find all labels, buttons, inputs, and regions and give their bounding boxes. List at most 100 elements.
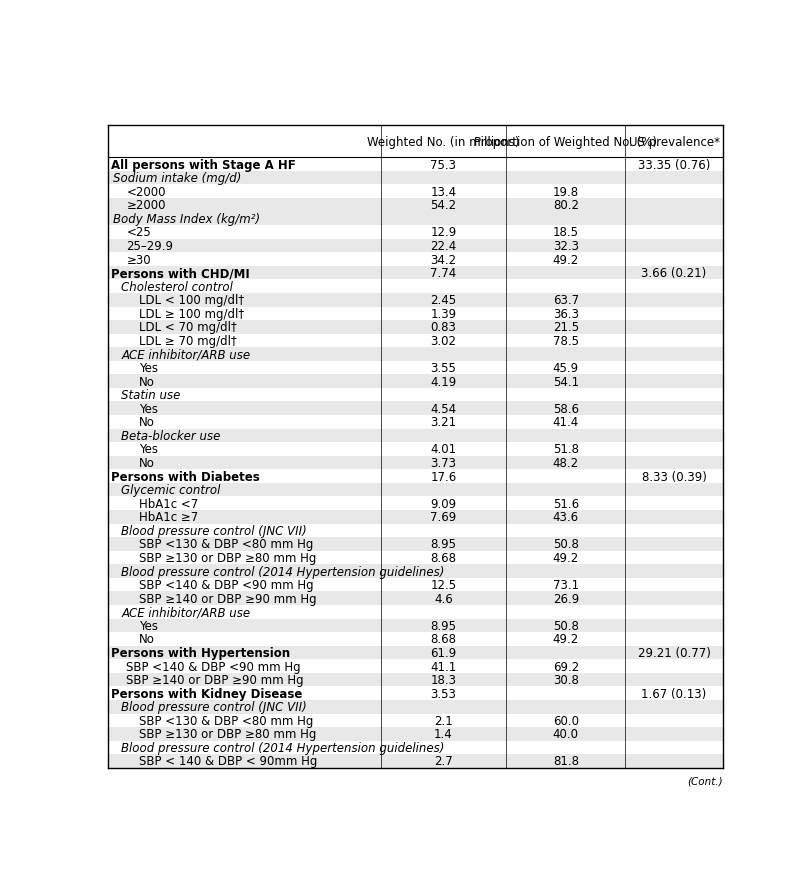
Text: Blood pressure control (2014 Hypertension guidelines): Blood pressure control (2014 Hypertensio… [122, 741, 445, 754]
FancyBboxPatch shape [108, 280, 723, 293]
Text: ≥2000: ≥2000 [126, 199, 166, 212]
Text: Statin use: Statin use [122, 389, 181, 402]
Text: 19.8: 19.8 [552, 185, 579, 198]
FancyBboxPatch shape [108, 659, 723, 673]
Text: 34.2: 34.2 [430, 253, 457, 266]
Text: ≥30: ≥30 [126, 253, 151, 266]
Text: 18.3: 18.3 [430, 673, 456, 687]
Text: 2.45: 2.45 [430, 294, 457, 307]
FancyBboxPatch shape [108, 267, 723, 280]
Text: Blood pressure control (JNC VII): Blood pressure control (JNC VII) [122, 524, 307, 537]
FancyBboxPatch shape [108, 348, 723, 362]
Text: 2.1: 2.1 [434, 714, 453, 727]
Text: <2000: <2000 [126, 185, 166, 198]
FancyBboxPatch shape [108, 673, 723, 687]
Text: 3.66 (0.21): 3.66 (0.21) [642, 267, 706, 280]
Text: SBP ≥140 or DBP ≥90 mm Hg: SBP ≥140 or DBP ≥90 mm Hg [126, 673, 304, 687]
Text: 2.7: 2.7 [434, 754, 453, 767]
Text: 17.6: 17.6 [430, 470, 457, 483]
Text: Yes: Yes [139, 362, 158, 375]
FancyBboxPatch shape [108, 126, 723, 158]
Text: 7.74: 7.74 [430, 267, 457, 280]
Text: 45.9: 45.9 [552, 362, 579, 375]
Text: LDL ≥ 70 mg/dl†: LDL ≥ 70 mg/dl† [139, 335, 237, 348]
Text: SBP ≥140 or DBP ≥90 mm Hg: SBP ≥140 or DBP ≥90 mm Hg [139, 592, 317, 605]
Text: 73.1: 73.1 [552, 579, 579, 592]
Text: LDL < 100 mg/dl†: LDL < 100 mg/dl† [139, 294, 244, 307]
Text: 1.39: 1.39 [430, 307, 457, 320]
Text: Sodium intake (mg/d): Sodium intake (mg/d) [113, 172, 241, 185]
Text: HbA1c ≥7: HbA1c ≥7 [139, 511, 198, 523]
Text: No: No [139, 633, 155, 645]
Text: SBP < 140 & DBP < 90mm Hg: SBP < 140 & DBP < 90mm Hg [139, 754, 318, 767]
Text: Persons with Hypertension: Persons with Hypertension [111, 646, 290, 659]
FancyBboxPatch shape [108, 579, 723, 592]
Text: 49.2: 49.2 [552, 253, 579, 266]
Text: 49.2: 49.2 [552, 551, 579, 565]
Text: 3.55: 3.55 [430, 362, 456, 375]
Text: SBP <140 & DBP <90 mm Hg: SBP <140 & DBP <90 mm Hg [126, 659, 301, 673]
Text: LDL ≥ 100 mg/dl†: LDL ≥ 100 mg/dl† [139, 307, 244, 320]
Text: 75.3: 75.3 [430, 158, 456, 171]
Text: 36.3: 36.3 [552, 307, 579, 320]
FancyBboxPatch shape [108, 226, 723, 240]
Text: Persons with Diabetes: Persons with Diabetes [111, 470, 259, 483]
FancyBboxPatch shape [108, 714, 723, 727]
Text: 3.21: 3.21 [430, 416, 457, 428]
Text: 8.68: 8.68 [430, 633, 456, 645]
Text: 50.8: 50.8 [553, 619, 578, 632]
Text: 29.21 (0.77): 29.21 (0.77) [637, 646, 710, 659]
FancyBboxPatch shape [108, 362, 723, 375]
Text: 50.8: 50.8 [553, 538, 578, 551]
Text: Persons with Kidney Disease: Persons with Kidney Disease [111, 687, 302, 700]
Text: 61.9: 61.9 [430, 646, 457, 659]
FancyBboxPatch shape [108, 253, 723, 267]
FancyBboxPatch shape [108, 592, 723, 605]
FancyBboxPatch shape [108, 240, 723, 253]
Text: 21.5: 21.5 [552, 321, 579, 334]
Text: 63.7: 63.7 [552, 294, 579, 307]
Text: Weighted No. (in millions): Weighted No. (in millions) [367, 135, 520, 148]
FancyBboxPatch shape [108, 524, 723, 537]
FancyBboxPatch shape [108, 212, 723, 226]
Text: 7.69: 7.69 [430, 511, 457, 523]
Text: 8.68: 8.68 [430, 551, 456, 565]
FancyBboxPatch shape [108, 307, 723, 320]
Text: 12.5: 12.5 [430, 579, 457, 592]
Text: 43.6: 43.6 [552, 511, 579, 523]
FancyBboxPatch shape [108, 158, 723, 171]
Text: 25–29.9: 25–29.9 [126, 240, 173, 253]
Text: US prevalence*: US prevalence* [629, 135, 719, 148]
FancyBboxPatch shape [108, 388, 723, 402]
Text: SBP <130 & DBP <80 mm Hg: SBP <130 & DBP <80 mm Hg [139, 538, 313, 551]
Text: 40.0: 40.0 [552, 728, 579, 740]
Text: 12.9: 12.9 [430, 227, 457, 239]
Text: (Cont.): (Cont.) [687, 776, 723, 786]
FancyBboxPatch shape [108, 320, 723, 335]
Text: 32.3: 32.3 [552, 240, 579, 253]
FancyBboxPatch shape [108, 537, 723, 551]
Text: 69.2: 69.2 [552, 659, 579, 673]
FancyBboxPatch shape [108, 429, 723, 443]
Text: 51.6: 51.6 [552, 497, 579, 510]
Text: 4.6: 4.6 [434, 592, 453, 605]
FancyBboxPatch shape [108, 605, 723, 619]
Text: 33.35 (0.76): 33.35 (0.76) [638, 158, 710, 171]
Text: Yes: Yes [139, 619, 158, 632]
FancyBboxPatch shape [108, 443, 723, 457]
Text: 18.5: 18.5 [552, 227, 579, 239]
Text: 3.73: 3.73 [430, 457, 456, 470]
Text: 51.8: 51.8 [552, 443, 579, 456]
Text: SBP <140 & DBP <90 mm Hg: SBP <140 & DBP <90 mm Hg [139, 579, 313, 592]
Text: 26.9: 26.9 [552, 592, 579, 605]
Text: Yes: Yes [139, 402, 158, 415]
Text: Glycemic control: Glycemic control [122, 484, 220, 497]
Text: Blood pressure control (2014 Hypertension guidelines): Blood pressure control (2014 Hypertensio… [122, 565, 445, 578]
FancyBboxPatch shape [108, 415, 723, 429]
Text: 54.2: 54.2 [430, 199, 457, 212]
FancyBboxPatch shape [108, 293, 723, 307]
FancyBboxPatch shape [108, 185, 723, 198]
FancyBboxPatch shape [108, 741, 723, 754]
Text: No: No [139, 375, 155, 388]
Text: 1.67 (0.13): 1.67 (0.13) [642, 687, 706, 700]
